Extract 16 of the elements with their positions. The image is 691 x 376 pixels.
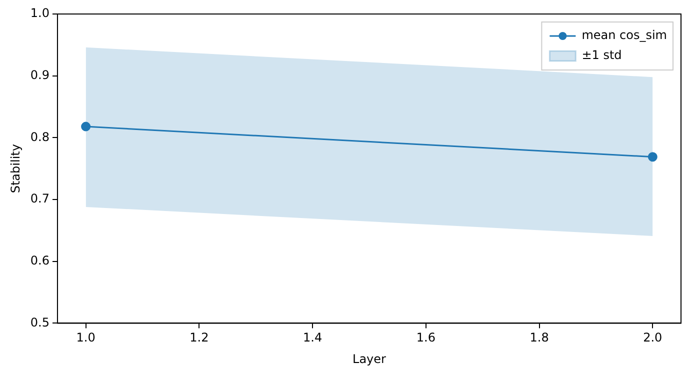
x-tick-label: 1.6 <box>416 330 436 345</box>
legend-label: ±1 std <box>582 48 622 62</box>
x-tick-label: 1.2 <box>190 330 209 345</box>
legend-label: mean cos_sim <box>582 28 667 42</box>
y-tick-label: 0.6 <box>30 253 50 268</box>
y-tick-label: 0.9 <box>30 68 50 82</box>
x-tick-label: 1.4 <box>303 330 322 345</box>
y-tick-label: 0.8 <box>30 130 50 144</box>
x-axis-title: Layer <box>352 352 386 366</box>
y-tick-label: 0.5 <box>30 315 50 330</box>
x-tick-label: 1.0 <box>76 330 96 345</box>
x-tick-label: 1.8 <box>530 330 549 345</box>
x-tick-label: 2.0 <box>643 330 662 345</box>
y-tick-label: 0.7 <box>30 192 50 206</box>
y-tick-label: 1.0 <box>30 6 50 20</box>
y-axis-title: Stability <box>8 144 22 194</box>
